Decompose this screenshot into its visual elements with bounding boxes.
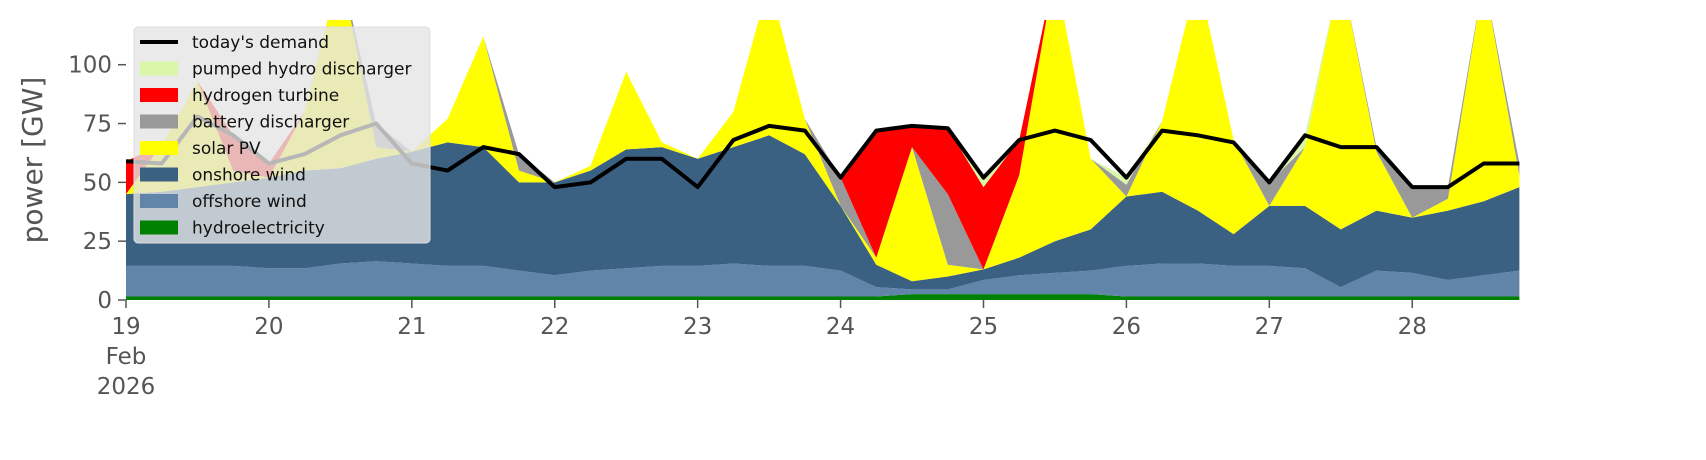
y-tick-label: 0 [97,288,112,314]
legend-label: battery discharger [192,113,349,133]
legend-swatch [140,167,178,182]
x-tick-label: 21 [397,314,427,340]
x-tick-label: 25 [968,314,999,340]
x-tick-label: 20 [254,314,284,340]
legend-label: hydrogen turbine [192,86,339,106]
x-tick-label: 27 [1254,314,1284,340]
area [126,261,1520,297]
area [126,135,1520,290]
x-tick-label: 28 [1397,314,1427,340]
y-tick-label: 100 [68,53,112,79]
x-tick-label: 24 [825,314,856,340]
area [126,20,1520,282]
y-axis-label: power [GW] [16,77,49,244]
legend-label: solar PV [192,139,261,159]
legend-label: today's demand [192,33,329,53]
x-tick-label: 26 [1111,314,1142,340]
legend-label: offshore wind [192,192,307,212]
legend-swatch [140,141,178,155]
legend-swatch [140,61,178,76]
legend-label: hydroelectricity [192,219,325,239]
area [126,294,1520,300]
legend-label: pumped hydro discharger [192,60,411,80]
legend-label: onshore wind [192,166,306,186]
y-tick-label: 50 [83,170,112,196]
legend-swatch [140,88,178,102]
legend-swatch [140,220,178,235]
legend-swatch [140,194,178,208]
legend-box [133,26,431,244]
x-tick-label: 23 [683,314,713,340]
x-tick-label: 22 [540,314,570,340]
x-tick-label: 19 Feb 2026 [96,314,156,400]
y-tick-label: 75 [83,112,112,138]
y-tick-label: 25 [83,229,112,255]
legend-swatch [140,114,178,129]
